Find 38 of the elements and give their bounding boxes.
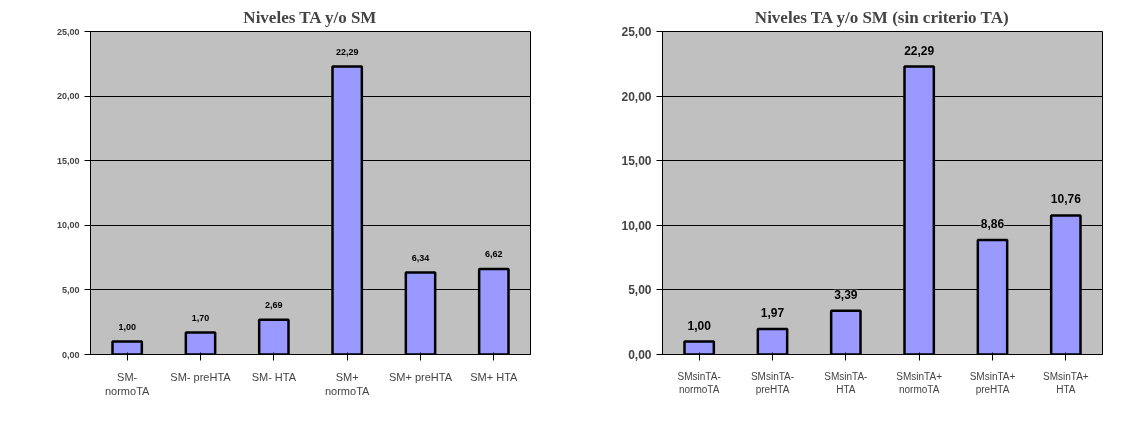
- data-label: 10,76: [1050, 192, 1082, 207]
- x-tick-label: SMsinTA-HTA: [824, 370, 868, 395]
- x-tick-label: SMsinTA-normoTA: [677, 370, 721, 395]
- y-tick-label: 25,00: [621, 25, 652, 39]
- data-label: 8,86: [980, 217, 1005, 232]
- x-tick-label: SMsinTA+preHTA: [969, 370, 1016, 395]
- x-tick-label: SM+ HTA: [470, 370, 519, 383]
- x-tick-label: SM+ preHTA: [388, 370, 453, 383]
- x-tick-label: SM+ normoTA: [324, 370, 371, 397]
- y-tick-label: 25,00: [56, 26, 80, 37]
- data-label: 6,34: [411, 252, 430, 263]
- y-tick-label: 5,00: [61, 284, 80, 295]
- data-label: 1,70: [191, 312, 210, 323]
- x-tick-label: SM- HTA: [251, 370, 297, 383]
- data-label: 2,69: [265, 299, 283, 310]
- data-label: 1,00: [118, 321, 136, 332]
- data-label: 22,29: [904, 43, 935, 58]
- y-tick-label: 10,00: [621, 218, 652, 233]
- y-tick-label: 20,00: [621, 89, 652, 104]
- data-label: 1,00: [687, 318, 712, 333]
- y-tick-label: 15,00: [56, 155, 80, 166]
- y-tick-label: 0,00: [628, 348, 652, 362]
- data-label: 6,62: [485, 248, 503, 259]
- y-tick-label: 10,00: [56, 220, 80, 231]
- x-tick-label: SM- normoTA: [104, 370, 151, 397]
- y-tick-label: 5,00: [628, 283, 652, 298]
- x-tick-label: SM- preHTA: [170, 370, 232, 383]
- y-tick-label: 15,00: [621, 154, 652, 169]
- chart-title: Niveles TA y/o SM: [243, 7, 377, 27]
- data-label: 1,97: [760, 306, 785, 321]
- y-tick-label: 0,00: [61, 349, 80, 360]
- x-tick-label: SMsinTA+normoTA: [896, 370, 943, 395]
- x-tick-label: SMsinTA-preHTA: [750, 370, 795, 395]
- x-tick-label: SMsinTA+HTA: [1043, 370, 1089, 395]
- data-label: 3,39: [834, 287, 858, 302]
- y-tick-label: 20,00: [56, 91, 80, 102]
- data-label: 22,29: [335, 46, 359, 57]
- chart-title: Niveles TA y/o SM (sin criterio TA): [754, 7, 1009, 27]
